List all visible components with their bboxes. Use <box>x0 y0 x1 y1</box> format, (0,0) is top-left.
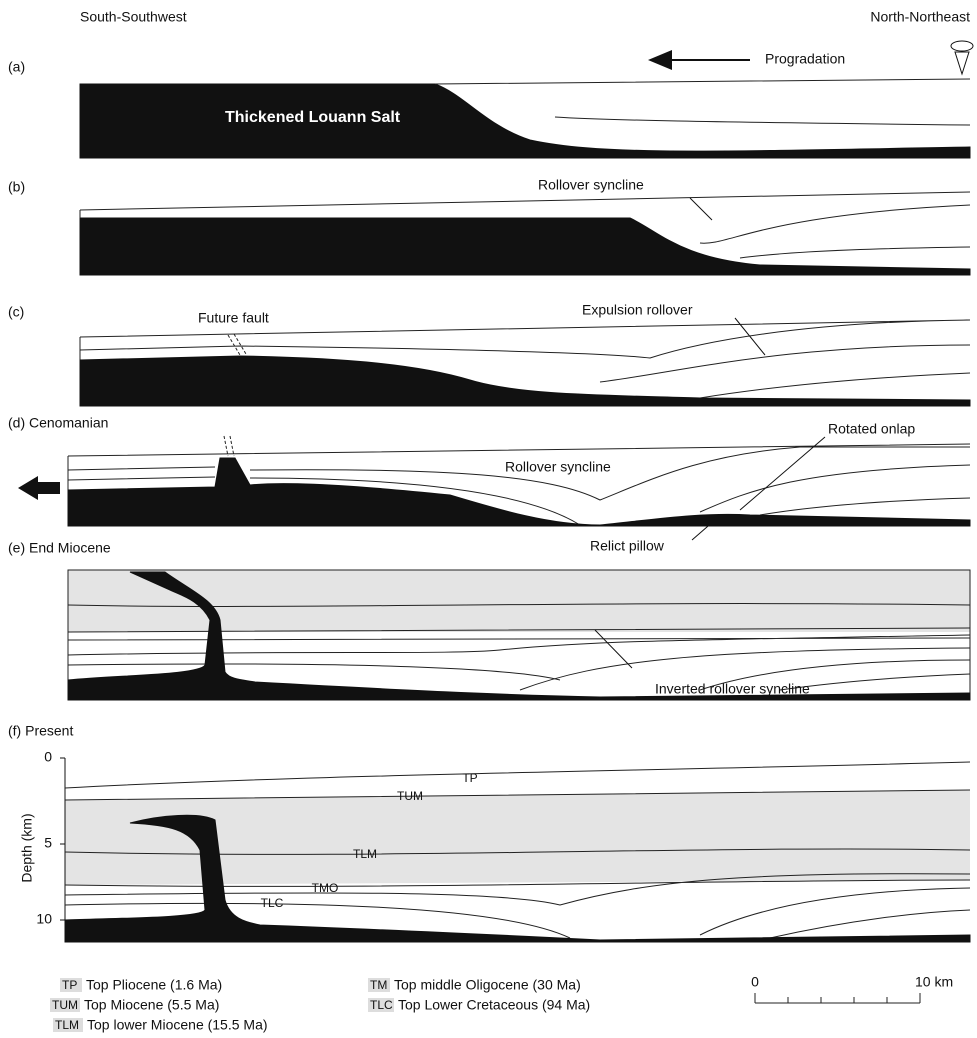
legend-code: TLC <box>370 998 393 1012</box>
horizon <box>435 79 970 125</box>
axis-tick-label: 5 <box>44 835 52 851</box>
panel-label: (c) <box>8 304 24 320</box>
salt-body <box>80 218 970 275</box>
horizon-label: TMO <box>312 881 339 895</box>
scale-label: 0 <box>751 974 759 990</box>
legend-code: TUM <box>52 998 78 1012</box>
legend-text: Top middle Oligocene (30 Ma) <box>394 977 581 993</box>
horizon-label: TLC <box>261 896 284 910</box>
legend-code: TLM <box>55 1018 79 1032</box>
annotation: Relict pillow <box>590 538 665 554</box>
header-left: South-Southwest <box>80 9 187 25</box>
arrow <box>18 476 60 500</box>
axis-tick-label: 10 <box>36 911 52 927</box>
legend-text: Top Lower Cretaceous (94 Ma) <box>398 997 590 1013</box>
well-icon <box>951 41 973 51</box>
scale-label: 10 km <box>915 974 953 990</box>
annotation: Progradation <box>765 51 845 67</box>
panel-label: (d) Cenomanian <box>8 415 108 431</box>
salt-body <box>80 84 970 158</box>
annotation: Future fault <box>198 310 269 326</box>
horizon-label: TLM <box>353 847 377 861</box>
panel-label: (e) End Miocene <box>8 540 111 556</box>
horizon <box>80 192 970 210</box>
header-right: North-Northeast <box>870 9 970 25</box>
arrow-head <box>648 50 672 70</box>
horizon-label: TUM <box>397 789 423 803</box>
legend-code: TP <box>62 978 77 992</box>
horizon-label: TP <box>462 771 477 785</box>
legend-text: Top Pliocene (1.6 Ma) <box>86 977 222 993</box>
fault <box>228 334 246 355</box>
legend-text: Top Miocene (5.5 Ma) <box>84 997 219 1013</box>
panel-label: (b) <box>8 179 25 195</box>
fault <box>224 436 234 456</box>
cross-section-figure: South-Southwest North-Northeast (a) Prog… <box>0 0 977 1038</box>
axis-tick-label: 0 <box>44 749 52 765</box>
annotation: Rollover syncline <box>538 177 644 193</box>
panel-label: (a) <box>8 59 25 75</box>
annotation: Expulsion rollover <box>582 302 693 318</box>
leader <box>740 437 825 510</box>
well-icon <box>955 52 969 74</box>
annotation: Rotated onlap <box>828 421 915 437</box>
annotation: Rollover syncline <box>505 459 611 475</box>
legend-code: TM <box>370 978 387 992</box>
annotation: Thickened Louann Salt <box>225 109 401 126</box>
annotation: Inverted rollover syncline <box>655 681 810 697</box>
panel-label: (f) Present <box>8 723 73 739</box>
salt-body <box>80 356 970 406</box>
scale-bar <box>755 993 920 1003</box>
legend-text: Top lower Miocene (15.5 Ma) <box>87 1017 268 1033</box>
axis-title: Depth (km) <box>19 813 35 882</box>
leader <box>595 630 632 668</box>
leader <box>690 198 712 220</box>
